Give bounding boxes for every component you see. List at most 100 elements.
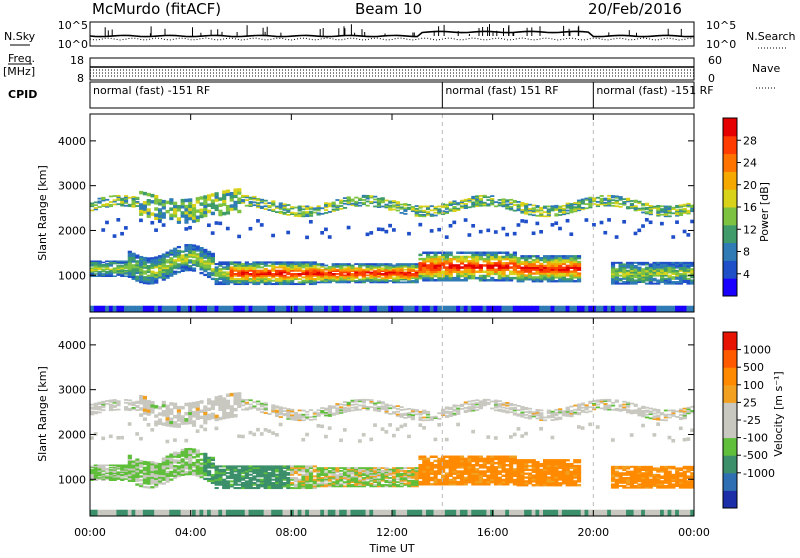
echo-cell bbox=[649, 205, 653, 207]
echo-cell bbox=[222, 404, 226, 407]
echo-cell bbox=[237, 398, 241, 401]
echo-cell bbox=[603, 306, 607, 312]
echo-cell bbox=[147, 306, 151, 312]
echo-cell bbox=[652, 206, 656, 208]
echo-cell bbox=[505, 275, 509, 278]
echo-cell bbox=[377, 306, 381, 312]
echo-cell bbox=[622, 281, 626, 283]
echo-cell bbox=[166, 456, 170, 458]
echo-cell bbox=[124, 275, 128, 277]
echo-cell bbox=[490, 195, 494, 197]
echo-cell bbox=[215, 198, 219, 201]
echo-cell bbox=[373, 403, 377, 405]
echo-cell bbox=[249, 404, 253, 406]
echo-cell bbox=[422, 206, 426, 208]
echo-cell bbox=[230, 484, 234, 486]
echo-cell bbox=[637, 306, 641, 312]
echo-cell bbox=[468, 406, 472, 408]
echo-cell bbox=[109, 201, 113, 203]
echo-cell bbox=[449, 510, 453, 516]
echo-cell bbox=[335, 467, 339, 469]
echo-cell bbox=[483, 275, 487, 278]
echo-cell bbox=[222, 510, 226, 516]
echo-cell bbox=[264, 428, 268, 432]
echo-cell bbox=[203, 260, 207, 262]
echo-cell bbox=[637, 229, 641, 233]
echo-cell bbox=[215, 415, 219, 418]
echo-cell bbox=[233, 474, 237, 476]
nsearch-tick-top: 10^5 bbox=[706, 19, 736, 32]
colorbar-tick-label: 8 bbox=[743, 246, 750, 259]
echo-cell bbox=[158, 211, 162, 214]
echo-cell bbox=[139, 398, 143, 401]
echo-cell bbox=[128, 455, 132, 457]
colorbar-swatch bbox=[723, 207, 737, 225]
echo-cell bbox=[452, 264, 456, 267]
echo-cell bbox=[445, 211, 449, 213]
echo-cell bbox=[339, 208, 343, 210]
echo-cell bbox=[449, 252, 453, 255]
echo-cell bbox=[558, 206, 562, 208]
echo-cell bbox=[384, 306, 388, 312]
echo-cell bbox=[188, 198, 192, 201]
echo-cell bbox=[245, 399, 249, 401]
echo-cell bbox=[290, 261, 294, 263]
echo-cell bbox=[456, 408, 460, 410]
ytick-label: 1000 bbox=[58, 269, 86, 282]
echo-cell bbox=[407, 263, 411, 265]
echo-cell bbox=[222, 410, 226, 413]
echo-cell bbox=[128, 251, 132, 253]
echo-cell bbox=[350, 203, 354, 205]
echo-cell bbox=[154, 405, 158, 408]
echo-cell bbox=[260, 479, 264, 481]
echo-cell bbox=[607, 218, 611, 222]
echo-cell bbox=[373, 510, 377, 516]
echo-cell bbox=[634, 262, 638, 264]
echo-cell bbox=[290, 465, 294, 467]
echo-cell bbox=[475, 468, 479, 471]
echo-cell bbox=[343, 471, 347, 473]
echo-cell bbox=[335, 510, 339, 516]
echo-cell bbox=[147, 423, 151, 427]
echo-cell bbox=[188, 265, 192, 267]
echo-cell bbox=[166, 471, 170, 473]
echo-cell bbox=[90, 510, 94, 516]
echo-cell bbox=[203, 208, 207, 211]
echo-cell bbox=[430, 306, 434, 312]
echo-cell bbox=[226, 211, 230, 214]
echo-cell bbox=[490, 198, 494, 200]
echo-cell bbox=[626, 198, 630, 200]
echo-cell bbox=[256, 219, 260, 223]
echo-cell bbox=[426, 510, 430, 516]
echo-cell bbox=[418, 214, 422, 216]
echo-cell bbox=[490, 277, 494, 280]
echo-cell bbox=[445, 472, 449, 475]
echo-cell bbox=[619, 283, 623, 285]
echo-cell bbox=[207, 408, 211, 411]
freq-label: Freq. bbox=[8, 52, 35, 65]
echo-cell bbox=[551, 223, 555, 227]
echo-cell bbox=[562, 205, 566, 207]
echo-cell bbox=[373, 206, 377, 208]
echo-cell bbox=[215, 402, 219, 405]
echo-cell bbox=[486, 252, 490, 255]
echo-cell bbox=[158, 418, 162, 421]
echo-cell bbox=[116, 265, 120, 267]
echo-cell bbox=[135, 197, 139, 199]
echo-cell bbox=[369, 467, 373, 469]
echo-cell bbox=[366, 510, 370, 516]
echo-cell bbox=[154, 228, 158, 232]
echo-cell bbox=[547, 306, 551, 312]
echo-cell bbox=[184, 412, 188, 415]
echo-cell bbox=[320, 207, 324, 209]
echo-cell bbox=[305, 306, 309, 312]
echo-cell bbox=[558, 214, 562, 216]
echo-cell bbox=[241, 404, 245, 406]
echo-cell bbox=[445, 235, 449, 239]
echo-cell bbox=[207, 251, 211, 253]
echo-cell bbox=[377, 400, 381, 402]
echo-cell bbox=[275, 261, 279, 263]
echo-cell bbox=[535, 205, 539, 207]
echo-cell bbox=[445, 460, 449, 463]
echo-cell bbox=[290, 273, 294, 275]
